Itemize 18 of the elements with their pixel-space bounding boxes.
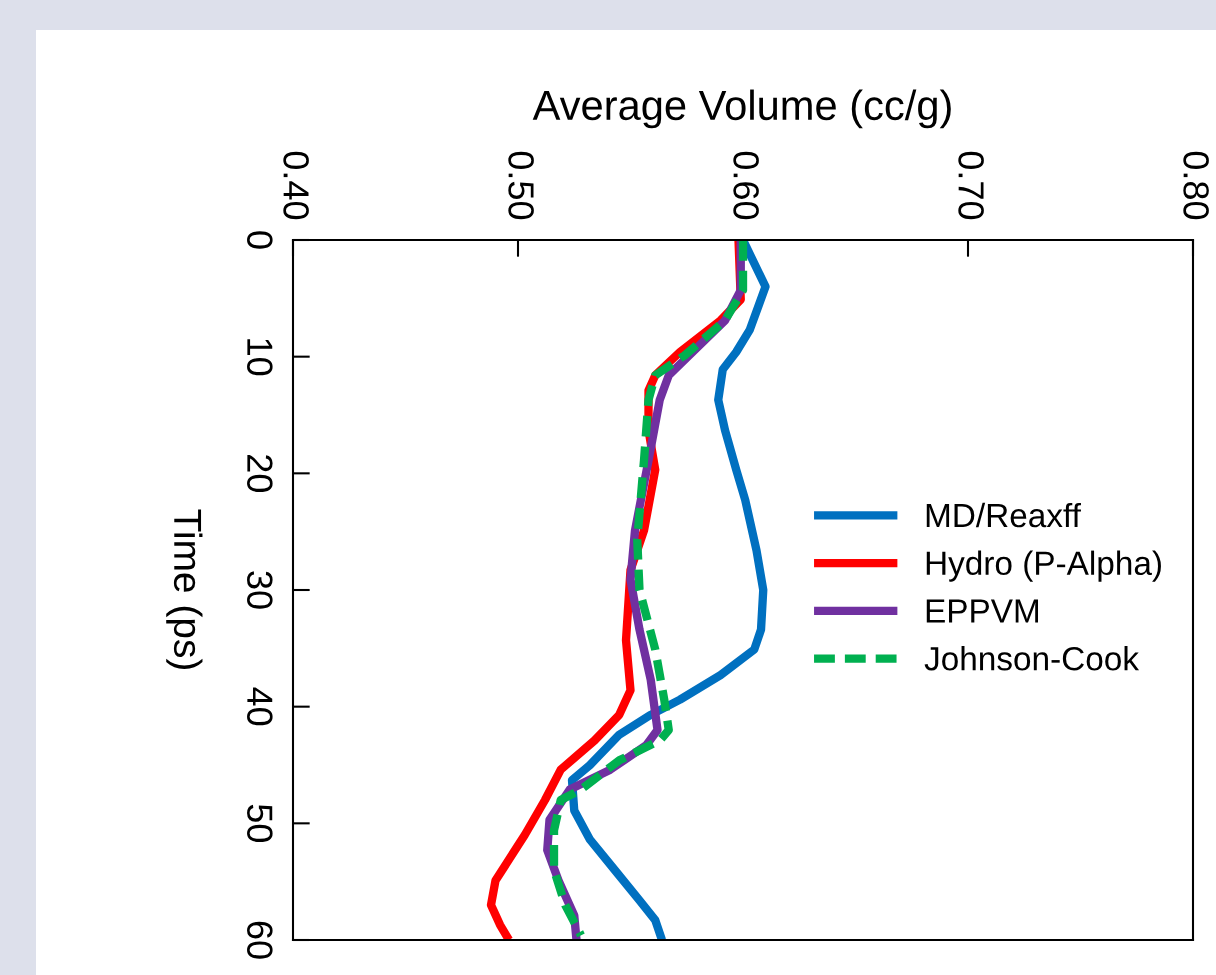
y-tick-label: 30 [247,571,273,609]
x-tick-label: 0.40 [283,151,309,220]
x-axis-title: Average Volume (cc/g) [532,89,951,129]
y-tick-label: 10 [247,339,273,376]
y-tick-label: 50 [247,804,273,843]
y-axis-title: Time (ps) [166,509,203,669]
legend-label: MD/Reaxff [926,502,1081,528]
y-tick-label: 20 [247,455,273,493]
legend-label: Hydro (P-Alpha) [926,550,1161,582]
y-tick-label: 0 [247,231,273,249]
x-tick-label: 0.70 [958,151,984,220]
x-tick-label: 0.60 [733,151,759,220]
legend-label: Johnson-Cook [924,646,1140,671]
y-tick-label: 40 [247,687,273,726]
x-tick-label: 0.80 [1183,151,1209,220]
legend-label: EPPVM [926,599,1039,623]
y-tick-label: 60 [247,921,273,959]
x-tick-label: 0.50 [508,151,534,220]
